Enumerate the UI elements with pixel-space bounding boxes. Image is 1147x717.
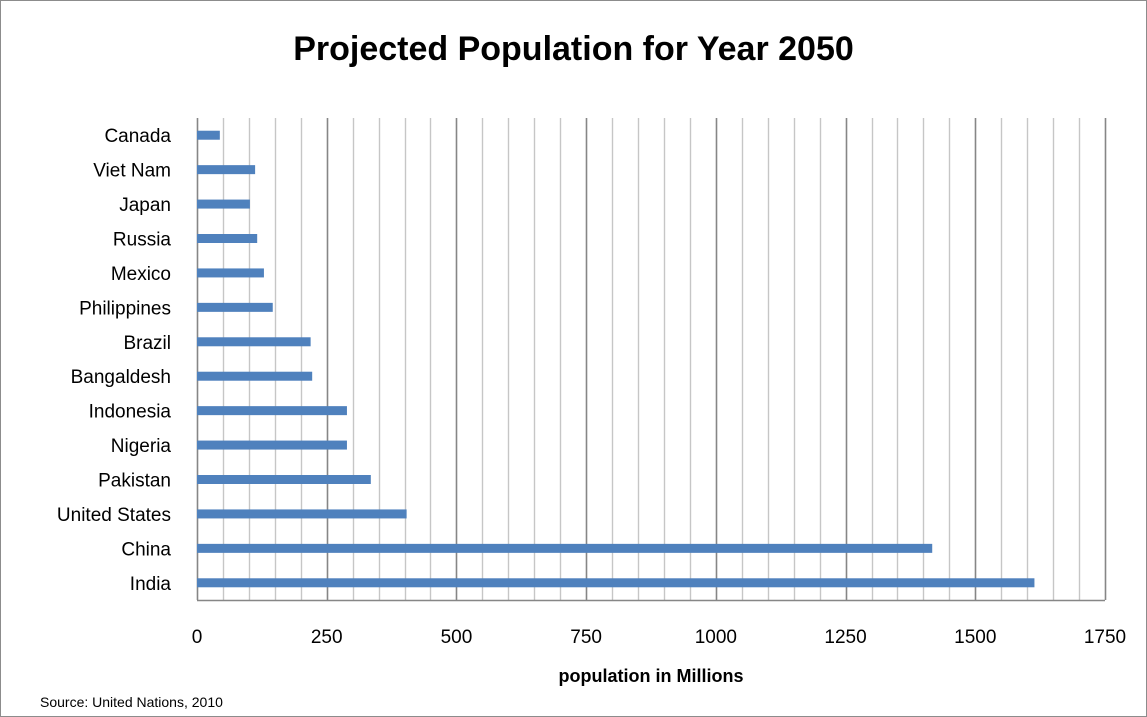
category-label: Nigeria: [111, 436, 172, 457]
chart-title: Projected Population for Year 2050: [293, 30, 854, 68]
bar-philippines: [197, 302, 273, 312]
category-label: Canada: [104, 126, 171, 147]
x-tick-label: 1750: [1084, 627, 1126, 648]
category-label: Philippines: [79, 298, 171, 319]
x-axis-title: population in Millions: [559, 666, 744, 686]
bar-canada: [197, 130, 220, 140]
bar-united-states: [197, 509, 407, 519]
x-axis-ticks: 0 250 500 750 1000 1250 1500 1750: [192, 627, 1126, 648]
bar-pakistan: [197, 475, 371, 484]
x-tick-label: 500: [441, 627, 473, 648]
category-label: Viet Nam: [93, 161, 171, 182]
category-label: United States: [57, 505, 171, 526]
bar-nigeria: [197, 440, 347, 450]
bar-indonesia: [197, 406, 347, 416]
category-label: Indonesia: [89, 402, 172, 423]
x-tick-label: 1500: [954, 627, 996, 648]
category-label: Japan: [119, 195, 171, 216]
bar-mexico: [197, 268, 264, 278]
x-tick-label: 750: [570, 627, 602, 648]
bars: [197, 130, 1035, 588]
x-tick-label: 250: [311, 627, 343, 648]
category-label: China: [121, 539, 171, 560]
category-labels: Canada Viet Nam Japan Russia Mexico Philippin…: [57, 126, 172, 595]
source-note: Source: United Nations, 2010: [40, 694, 223, 710]
category-label: India: [130, 574, 172, 595]
category-label: Bangaldesh: [71, 367, 171, 388]
bar-viet-nam: [197, 165, 256, 175]
bar-brazil: [197, 337, 311, 347]
x-tick-label: 1250: [824, 627, 866, 648]
bar-russia: [197, 234, 258, 243]
category-label: Brazil: [123, 333, 171, 354]
bar-india: [197, 578, 1035, 588]
x-tick-label: 0: [192, 627, 203, 648]
bar-japan: [197, 199, 250, 209]
category-label: Russia: [113, 230, 172, 251]
gridlines: [196, 118, 1107, 602]
category-label: Pakistan: [98, 471, 171, 492]
bar-china: [197, 543, 933, 553]
category-label: Mexico: [111, 264, 171, 285]
bar-bangaldesh: [197, 371, 313, 381]
x-tick-label: 1000: [695, 627, 737, 648]
